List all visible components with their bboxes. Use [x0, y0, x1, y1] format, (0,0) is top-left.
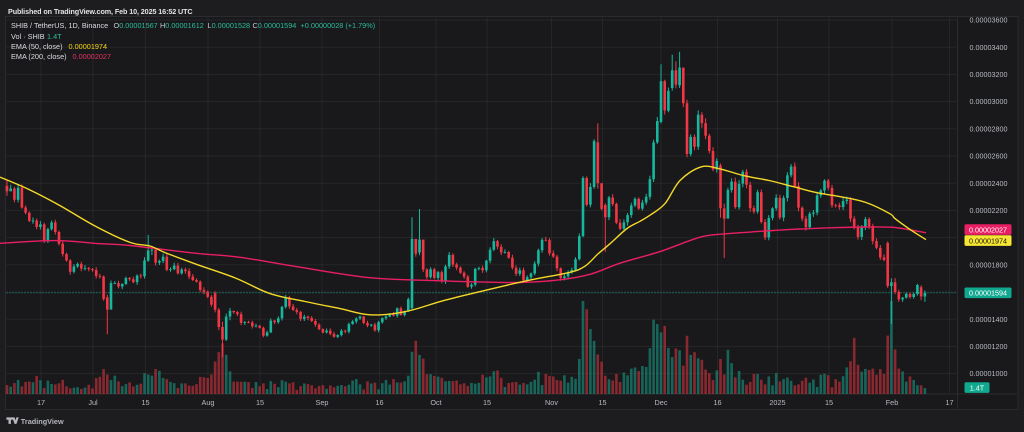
- svg-text:16: 16: [375, 398, 383, 407]
- svg-text:2025: 2025: [769, 398, 785, 407]
- svg-text:0.00002400: 0.00002400: [970, 179, 1008, 188]
- svg-text:0.00003400: 0.00003400: [970, 43, 1008, 52]
- svg-text:15: 15: [141, 398, 149, 407]
- svg-text:15: 15: [825, 398, 833, 407]
- svg-text:Jul: Jul: [88, 398, 98, 407]
- svg-text:0.00001800: 0.00001800: [970, 260, 1008, 269]
- svg-text:0.00002600: 0.00002600: [970, 152, 1008, 161]
- svg-text:0.00003200: 0.00003200: [970, 70, 1008, 79]
- svg-text:0.00003000: 0.00003000: [970, 97, 1008, 106]
- svg-text:Sep: Sep: [316, 398, 329, 407]
- svg-text:0.00002200: 0.00002200: [970, 206, 1008, 215]
- svg-text:EMA (50, close)0.00001974: EMA (50, close) 0.00001974: [11, 42, 107, 51]
- svg-text:17: 17: [37, 398, 45, 407]
- svg-text:16: 16: [713, 398, 721, 407]
- svg-text:0.00002800: 0.00002800: [970, 124, 1008, 133]
- svg-text:TradingView: TradingView: [21, 417, 64, 426]
- svg-text:Nov: Nov: [545, 398, 558, 407]
- svg-text:EMA (200, close)0.00002027: EMA (200, close) 0.00002027: [11, 52, 111, 61]
- svg-text:15: 15: [256, 398, 264, 407]
- svg-text:0.00001974: 0.00001974: [969, 236, 1007, 245]
- svg-text:0.00002027: 0.00002027: [969, 225, 1007, 234]
- svg-text:Published on TradingView.com,: Published on TradingView.com, Feb 10, 20…: [8, 7, 193, 16]
- svg-text:1.4T: 1.4T: [970, 383, 985, 392]
- svg-text:Oct: Oct: [430, 398, 441, 407]
- svg-text:Dec: Dec: [655, 398, 668, 407]
- svg-text:Aug: Aug: [202, 398, 215, 407]
- svg-text:17: 17: [945, 398, 953, 407]
- svg-text:Feb: Feb: [886, 398, 899, 407]
- svg-text:0.00001594: 0.00001594: [969, 289, 1007, 298]
- svg-text:0.00001000: 0.00001000: [970, 369, 1008, 378]
- svg-text:0.00001400: 0.00001400: [970, 315, 1008, 324]
- svg-text:0.00001200: 0.00001200: [970, 342, 1008, 351]
- svg-text:15: 15: [598, 398, 606, 407]
- svg-text:0.00003600: 0.00003600: [970, 16, 1008, 25]
- svg-text:15: 15: [483, 398, 491, 407]
